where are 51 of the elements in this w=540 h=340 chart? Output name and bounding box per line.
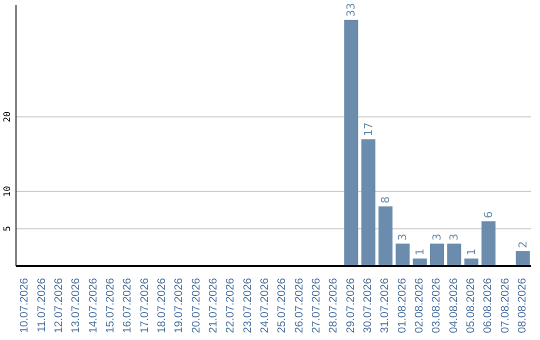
x-tick-label: 10.07.2026 xyxy=(18,278,31,334)
bar xyxy=(447,244,462,266)
bar xyxy=(396,244,410,266)
x-tick-label: 22.07.2026 xyxy=(224,278,237,334)
data-label: 6 xyxy=(482,211,495,218)
bar xyxy=(482,221,496,266)
x-tick-label: 15.07.2026 xyxy=(104,278,116,334)
data-label: 2 xyxy=(516,241,530,248)
x-tick-label: 05.08.2026 xyxy=(464,278,477,334)
data-label: 1 xyxy=(413,248,426,256)
x-tick-label: 28.07.2026 xyxy=(328,278,340,334)
data-label: 8 xyxy=(379,196,392,204)
bar xyxy=(361,139,376,266)
data-label: 3 xyxy=(396,234,410,241)
x-tick-label: 06.08.2026 xyxy=(482,278,494,334)
bar xyxy=(516,251,530,266)
x-tick-label: 13.07.2026 xyxy=(70,278,82,334)
x-tick-label: 31.07.2026 xyxy=(379,278,392,334)
x-tick-label: 02.08.2026 xyxy=(413,278,426,334)
bar xyxy=(344,20,358,266)
x-tick-label: 27.07.2026 xyxy=(310,278,322,334)
x-tick-label: 20.07.2026 xyxy=(190,278,202,334)
x-tick-label: 29.07.2026 xyxy=(344,278,357,334)
data-label: 3 xyxy=(430,234,444,241)
data-label: 17 xyxy=(362,122,375,136)
x-tick-label: 01.08.2026 xyxy=(396,278,408,334)
x-tick-label: 14.07.2026 xyxy=(87,278,100,334)
x-tick-label: 16.07.2026 xyxy=(122,278,134,334)
y-tick-label: 10 xyxy=(3,186,13,197)
x-tick-label: 18.07.2026 xyxy=(156,278,168,334)
x-tick-label: 04.08.2026 xyxy=(448,278,460,334)
bar xyxy=(430,244,444,266)
x-tick-label: 08.08.2026 xyxy=(516,278,528,334)
x-tick-label: 21.07.2026 xyxy=(207,278,220,334)
data-label: 33 xyxy=(344,2,358,17)
x-tick-label: 07.08.2026 xyxy=(499,278,512,334)
x-tick-label: 30.07.2026 xyxy=(362,278,374,334)
x-tick-label: 12.07.2026 xyxy=(52,278,65,334)
bar xyxy=(378,206,392,266)
data-label: 1 xyxy=(464,248,478,256)
x-tick-label: 03.08.2026 xyxy=(430,278,443,334)
data-label: 3 xyxy=(448,234,461,241)
x-tick-label: 23.07.2026 xyxy=(242,278,254,334)
x-tick-label: 19.07.2026 xyxy=(173,278,186,334)
y-tick-label: 20 xyxy=(3,111,13,122)
x-tick-label: 25.07.2026 xyxy=(276,278,288,334)
x-tick-label: 26.07.2026 xyxy=(293,278,306,334)
y-tick-label: 5 xyxy=(3,226,13,232)
x-tick-label: 24.07.2026 xyxy=(258,278,271,334)
x-tick-label: 11.07.2026 xyxy=(36,278,48,332)
x-tick-label: 17.07.2026 xyxy=(138,278,151,334)
